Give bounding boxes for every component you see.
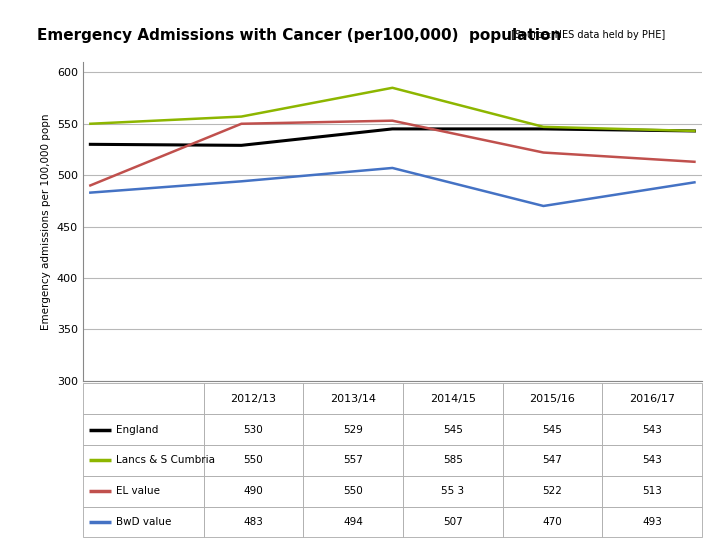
Bar — [603, 383, 702, 414]
Bar — [603, 445, 702, 476]
Bar — [603, 507, 702, 537]
Bar — [503, 383, 603, 414]
Bar — [303, 476, 403, 507]
Text: 513: 513 — [642, 486, 662, 496]
Text: 2014/15: 2014/15 — [430, 394, 476, 404]
Bar — [503, 414, 603, 445]
Text: 490: 490 — [243, 486, 264, 496]
Bar — [83, 414, 204, 445]
Text: 2012/13: 2012/13 — [230, 394, 276, 404]
Text: 543: 543 — [642, 424, 662, 435]
Bar — [603, 414, 702, 445]
Bar — [204, 414, 303, 445]
Bar — [83, 476, 204, 507]
Bar — [204, 507, 303, 537]
Bar — [303, 507, 403, 537]
Text: BwD value: BwD value — [116, 517, 171, 527]
Bar — [204, 445, 303, 476]
Text: 522: 522 — [543, 486, 562, 496]
Bar — [204, 383, 303, 414]
Bar — [83, 383, 204, 414]
Bar — [403, 507, 503, 537]
Bar — [603, 476, 702, 507]
Text: Emergency Admissions with Cancer (per100,000)  population: Emergency Admissions with Cancer (per100… — [37, 28, 561, 43]
Text: 543: 543 — [642, 455, 662, 465]
Text: 529: 529 — [343, 424, 363, 435]
Text: 547: 547 — [543, 455, 562, 465]
Text: 550: 550 — [343, 486, 363, 496]
Bar — [83, 445, 204, 476]
Bar — [204, 476, 303, 507]
Bar — [403, 414, 503, 445]
Bar — [503, 445, 603, 476]
Text: 545: 545 — [543, 424, 562, 435]
Text: Lancs & S Cumbria: Lancs & S Cumbria — [116, 455, 215, 465]
Text: England: England — [116, 424, 158, 435]
Bar — [503, 476, 603, 507]
Text: EL value: EL value — [116, 486, 160, 496]
Text: 530: 530 — [243, 424, 264, 435]
Text: 483: 483 — [243, 517, 264, 527]
Bar — [303, 414, 403, 445]
Text: 545: 545 — [443, 424, 463, 435]
Text: 494: 494 — [343, 517, 363, 527]
Bar — [403, 476, 503, 507]
Bar — [303, 445, 403, 476]
Text: 585: 585 — [443, 455, 463, 465]
Text: 550: 550 — [243, 455, 264, 465]
Text: 493: 493 — [642, 517, 662, 527]
Text: 2013/14: 2013/14 — [330, 394, 376, 404]
Text: 55 3: 55 3 — [441, 486, 464, 496]
Bar — [303, 383, 403, 414]
Text: 557: 557 — [343, 455, 363, 465]
Bar — [403, 445, 503, 476]
Text: 507: 507 — [443, 517, 463, 527]
Text: 2015/16: 2015/16 — [529, 394, 575, 404]
Y-axis label: Emergency admissions per 100,000 popn: Emergency admissions per 100,000 popn — [41, 113, 51, 329]
Text: 470: 470 — [543, 517, 562, 527]
Bar — [83, 507, 204, 537]
Text: [Source: HES data held by PHE]: [Source: HES data held by PHE] — [511, 30, 665, 40]
Text: 2016/17: 2016/17 — [629, 394, 675, 404]
Bar — [503, 507, 603, 537]
Bar — [403, 383, 503, 414]
